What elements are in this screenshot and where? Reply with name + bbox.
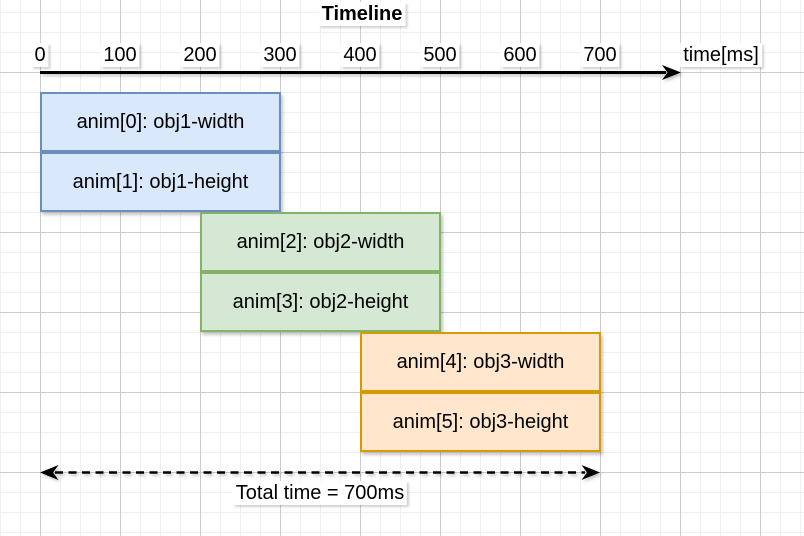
axis-tick-label: 300 (260, 43, 300, 67)
animation-bar-0: anim[0]: obj1-width (40, 92, 281, 152)
axis-tick-label: 400 (340, 43, 380, 67)
total-right-arrowhead-icon (581, 465, 600, 480)
axis-tick-label: 0 (31, 43, 49, 67)
total-time-arrow (40, 465, 600, 480)
animation-bar-4: anim[4]: obj3-width (360, 332, 601, 392)
axis-tick-label: 100 (100, 43, 140, 67)
axis-arrowhead-icon (662, 65, 681, 80)
axis-tick-label: 200 (180, 43, 220, 67)
axis-unit-label: time[ms] (680, 43, 762, 67)
animation-bar-1: anim[1]: obj1-height (40, 152, 281, 212)
axis-tick-label: 500 (420, 43, 460, 67)
time-axis-arrow (40, 65, 681, 80)
axis-tick-label: 700 (580, 43, 620, 67)
total-left-arrowhead-icon (40, 465, 59, 480)
animation-bar-2: anim[2]: obj2-width (200, 212, 441, 272)
diagram-title: Timeline (318, 2, 406, 26)
animation-bar-3: anim[3]: obj2-height (200, 272, 441, 332)
axis-tick-label: 600 (500, 43, 540, 67)
animation-bar-5: anim[5]: obj3-height (360, 392, 601, 452)
total-time-label: Total time = 700ms (232, 481, 408, 505)
